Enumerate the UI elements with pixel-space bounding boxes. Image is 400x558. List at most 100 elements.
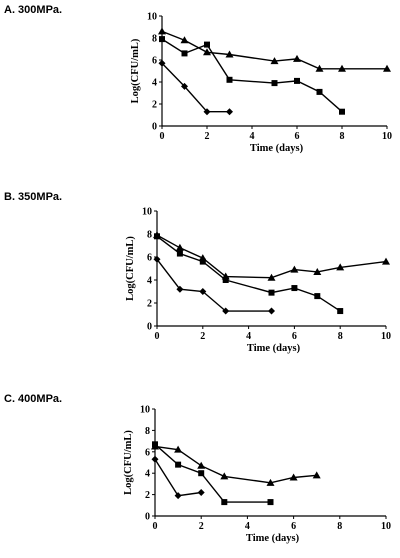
x-tick-label: 10 bbox=[382, 131, 392, 142]
x-axis-title: Time (days) bbox=[247, 343, 301, 354]
data-point-triangle bbox=[180, 36, 189, 44]
data-point-triangle bbox=[266, 478, 275, 486]
panel-b: B. 350MPa. 0 2 4 6 8 10 0 2 4 6 8 10 Time (days) Log(C… bbox=[4, 191, 391, 354]
data-point-square bbox=[175, 461, 182, 468]
data-point-triangle bbox=[313, 267, 322, 275]
y-tick-label: 4 bbox=[152, 78, 157, 89]
data-point-triangle bbox=[158, 27, 166, 35]
data-point-diamond bbox=[199, 288, 207, 295]
series-line-diamond bbox=[161, 62, 230, 113]
y-tick-label: 2 bbox=[152, 100, 157, 111]
y-tick-label: 8 bbox=[152, 34, 157, 45]
x-tick-label: 2 bbox=[200, 331, 205, 342]
y-tick-label: 8 bbox=[145, 426, 150, 437]
y-tick-label: 10 bbox=[142, 207, 152, 218]
y-tick-label: 10 bbox=[140, 405, 150, 416]
x-tick-label: 0 bbox=[155, 331, 160, 342]
series-line-square bbox=[154, 443, 271, 503]
data-point-square bbox=[181, 50, 188, 57]
data-point-square bbox=[294, 77, 300, 84]
data-point-square bbox=[198, 470, 205, 477]
x-tick-label: 2 bbox=[199, 521, 204, 532]
y-axis-title: Log(CFU/mL) bbox=[125, 236, 136, 301]
data-point-diamond bbox=[158, 59, 166, 67]
x-tick-label: 8 bbox=[337, 521, 342, 532]
data-point-triangle bbox=[383, 64, 391, 72]
y-tick-label: 8 bbox=[147, 230, 152, 241]
data-point-triangle bbox=[336, 263, 345, 271]
data-point-triangle bbox=[220, 472, 229, 480]
data-point-diamond bbox=[226, 108, 233, 116]
data-point-square bbox=[316, 88, 323, 95]
x-tick-label: 10 bbox=[381, 521, 391, 532]
data-point-triangle bbox=[203, 48, 211, 56]
x-tick-label: 4 bbox=[250, 131, 255, 142]
data-point-square bbox=[204, 41, 210, 48]
x-tick-label: 6 bbox=[292, 331, 297, 342]
x-tick-label: 2 bbox=[205, 131, 210, 142]
data-point-diamond bbox=[174, 492, 182, 500]
y-tick-label: 4 bbox=[147, 276, 152, 287]
data-point-triangle bbox=[175, 243, 184, 251]
data-point-square bbox=[339, 108, 345, 115]
data-point-diamond bbox=[153, 255, 161, 263]
data-point-triangle bbox=[382, 257, 390, 265]
y-tick-label: 2 bbox=[147, 299, 152, 310]
data-point-square bbox=[268, 289, 275, 296]
panel-title: A. 300MPa. bbox=[4, 4, 62, 16]
data-point-diamond bbox=[203, 108, 211, 116]
data-point-triangle bbox=[338, 64, 346, 72]
data-point-triangle bbox=[289, 473, 298, 481]
data-point-diamond bbox=[268, 307, 275, 315]
data-point-square bbox=[152, 441, 158, 448]
y-tick-label: 0 bbox=[145, 512, 150, 523]
panel-a: A. 300MPa. 0 2 4 6 8 10 0 2 4 6 8 10 Time (days) Log(C… bbox=[4, 4, 392, 154]
data-point-triangle bbox=[174, 445, 183, 453]
data-point-square bbox=[159, 36, 165, 43]
x-tick-label: 4 bbox=[246, 331, 251, 342]
data-point-square bbox=[226, 76, 233, 83]
panel-c: C. 400MPa. 0 2 4 6 8 10 0 2 4 6 8 10 Time (days) Log(C… bbox=[4, 393, 391, 544]
y-tick-label: 6 bbox=[145, 447, 150, 458]
data-point-diamond bbox=[222, 307, 230, 315]
y-tick-label: 0 bbox=[147, 322, 152, 333]
data-point-triangle bbox=[293, 54, 301, 62]
data-point-square bbox=[199, 258, 206, 265]
x-tick-label: 8 bbox=[340, 131, 345, 142]
series-line-square bbox=[156, 235, 341, 312]
x-tick-label: 4 bbox=[245, 521, 250, 532]
data-point-square bbox=[291, 285, 298, 292]
panel-title: B. 350MPa. bbox=[4, 191, 62, 203]
data-point-square bbox=[221, 499, 228, 506]
data-point-square bbox=[271, 80, 278, 87]
data-point-diamond bbox=[197, 488, 205, 496]
data-point-square bbox=[154, 233, 160, 240]
data-point-triangle bbox=[312, 471, 321, 479]
y-tick-label: 4 bbox=[145, 469, 150, 480]
data-point-triangle bbox=[290, 265, 299, 273]
data-point-diamond bbox=[181, 82, 188, 90]
data-point-triangle bbox=[270, 57, 279, 65]
data-point-triangle bbox=[197, 461, 206, 469]
y-tick-label: 0 bbox=[152, 122, 157, 133]
x-tick-label: 0 bbox=[160, 131, 165, 142]
data-point-triangle bbox=[225, 50, 234, 58]
data-point-square bbox=[337, 308, 344, 315]
y-tick-label: 2 bbox=[145, 490, 150, 501]
data-point-diamond bbox=[176, 285, 184, 293]
data-point-diamond bbox=[151, 455, 159, 463]
x-tick-label: 10 bbox=[381, 331, 391, 342]
x-axis-title: Time (days) bbox=[246, 533, 300, 544]
y-tick-label: 6 bbox=[147, 253, 152, 264]
y-tick-label: 6 bbox=[152, 56, 157, 67]
y-axis-title: Log(CFU/mL) bbox=[123, 430, 134, 495]
x-tick-label: 8 bbox=[338, 331, 343, 342]
data-point-square bbox=[314, 293, 321, 300]
y-axis-title: Log(CFU/mL) bbox=[130, 38, 141, 103]
x-tick-label: 0 bbox=[153, 521, 158, 532]
y-tick-label: 10 bbox=[147, 12, 157, 23]
data-point-square bbox=[267, 499, 274, 506]
data-point-triangle bbox=[315, 64, 324, 72]
data-point-square bbox=[222, 277, 229, 283]
